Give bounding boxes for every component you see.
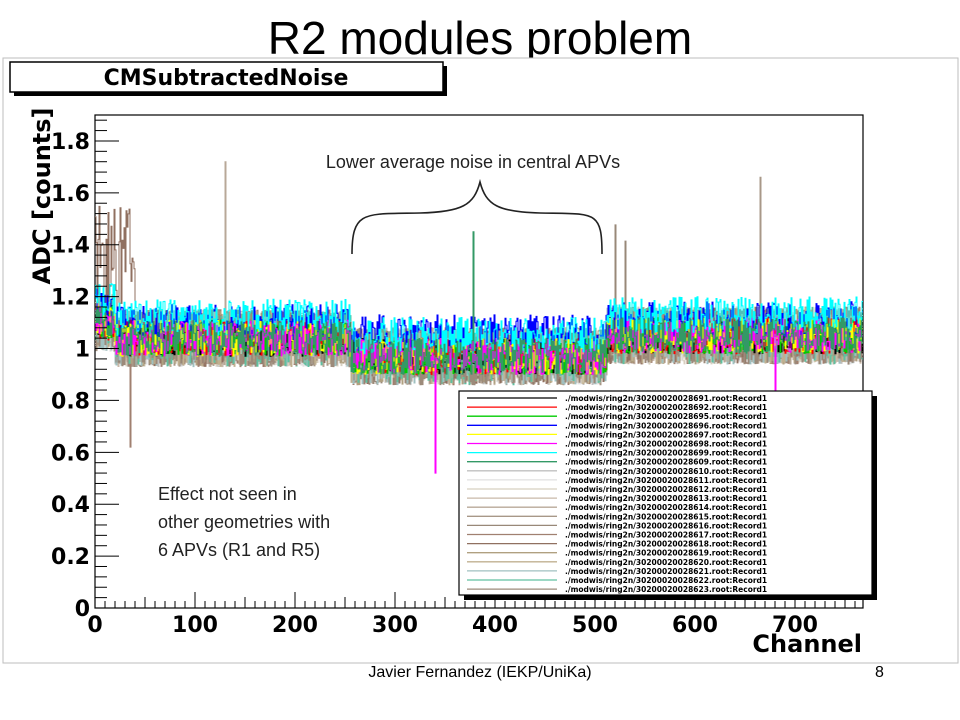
- x-tick-label: 300: [372, 613, 418, 638]
- legend-entry-label: ./modwis/ring2n/30200020028617.root:Reco…: [565, 531, 767, 540]
- series-layer: [95, 161, 863, 474]
- y-tick-label: 0.2: [51, 545, 90, 570]
- x-tick-label: 500: [572, 613, 618, 638]
- y-tick-label: 0.4: [51, 493, 90, 518]
- x-tick-label: 200: [272, 613, 318, 638]
- legend-entry-label: ./modwis/ring2n/30200020028697.root:Reco…: [565, 430, 767, 439]
- y-tick-label: 0.8: [51, 389, 90, 414]
- legend-entry-label: ./modwis/ring2n/30200020028698.root:Reco…: [565, 440, 767, 449]
- legend-entry-label: ./modwis/ring2n/30200020028623.root:Reco…: [565, 585, 767, 594]
- y-tick-label: 1.2: [51, 286, 90, 311]
- slide-title: R2 modules problem: [267, 12, 693, 64]
- legend-entry-label: ./modwis/ring2n/30200020028691.root:Reco…: [565, 394, 767, 403]
- title-box: [9, 61, 444, 93]
- y-tick-label: 1.4: [51, 234, 90, 259]
- y-tick-label: 1: [75, 338, 90, 363]
- legend-entry-label: ./modwis/ring2n/30200020028695.root:Reco…: [565, 412, 767, 421]
- footer-author: Javier Fernandez (IEKP/UniKa): [368, 664, 592, 681]
- x-tick-label: 600: [672, 613, 718, 638]
- legend-entry-label: ./modwis/ring2n/30200020028609.root:Reco…: [565, 458, 767, 467]
- legend-entry-label: ./modwis/ring2n/30200020028611.root:Reco…: [565, 476, 767, 485]
- y-tick-label: 1.8: [51, 130, 90, 155]
- legend-entry-label: ./modwis/ring2n/30200020028696.root:Reco…: [565, 421, 767, 430]
- legend-entry-label: ./modwis/ring2n/30200020028622.root:Reco…: [565, 576, 767, 585]
- series-line-7: [95, 231, 863, 375]
- x-tick-label: 0: [87, 613, 102, 638]
- legend-entry-label: ./modwis/ring2n/30200020028620.root:Reco…: [565, 558, 767, 567]
- legend-entry-label: ./modwis/ring2n/30200020028618.root:Reco…: [565, 540, 767, 549]
- series-line-6: [95, 283, 863, 355]
- chart-title: CMSubtractedNoise: [104, 66, 349, 91]
- brace-annotation: [351, 178, 603, 255]
- legend-entry-label: ./modwis/ring2n/30200020028614.root:Reco…: [565, 503, 767, 512]
- legend-entry-label: ./modwis/ring2n/30200020028610.root:Reco…: [565, 467, 767, 476]
- x-tick-label: 400: [472, 613, 518, 638]
- legend-entry-label: ./modwis/ring2n/30200020028616.root:Reco…: [565, 521, 767, 530]
- y-tick-label: 0.6: [51, 441, 90, 466]
- annotation-central-apvs: Lower average noise in central APVs: [326, 152, 620, 172]
- annotation-line-3: 6 APVs (R1 and R5): [158, 540, 320, 560]
- y-tick-label: 1.6: [51, 182, 90, 207]
- legend-entry-label: ./modwis/ring2n/30200020028612.root:Reco…: [565, 485, 767, 494]
- legend-entry-label: ./modwis/ring2n/30200020028621.root:Reco…: [565, 567, 767, 576]
- x-tick-label: 100: [172, 613, 218, 638]
- page-number: 8: [875, 664, 884, 681]
- legend-entry-label: ./modwis/ring2n/30200020028692.root:Reco…: [565, 403, 767, 412]
- legend-entry-label: ./modwis/ring2n/30200020028619.root:Reco…: [565, 549, 767, 558]
- legend-entry-label: ./modwis/ring2n/30200020028615.root:Reco…: [565, 512, 767, 521]
- annotation-line-1: Effect not seen in: [158, 484, 297, 504]
- legend-entry-label: ./modwis/ring2n/30200020028613.root:Reco…: [565, 494, 767, 503]
- x-tick-label: 700: [772, 613, 818, 638]
- x-axis-label: Channel: [752, 630, 862, 658]
- y-tick-label: 0: [75, 597, 90, 622]
- legend-entries: ./modwis/ring2n/30200020028691.root:Reco…: [467, 394, 767, 594]
- annotation-line-2: other geometries with: [158, 512, 330, 532]
- axis-layer: 0 100 200 300 400 500 600 700 0 0.2 0.4 0.6 0.8 1 1.2 1…: [51, 119, 856, 638]
- legend-entry-label: ./modwis/ring2n/30200020028699.root:Reco…: [565, 449, 767, 458]
- y-axis-label: ADC [counts]: [28, 107, 56, 284]
